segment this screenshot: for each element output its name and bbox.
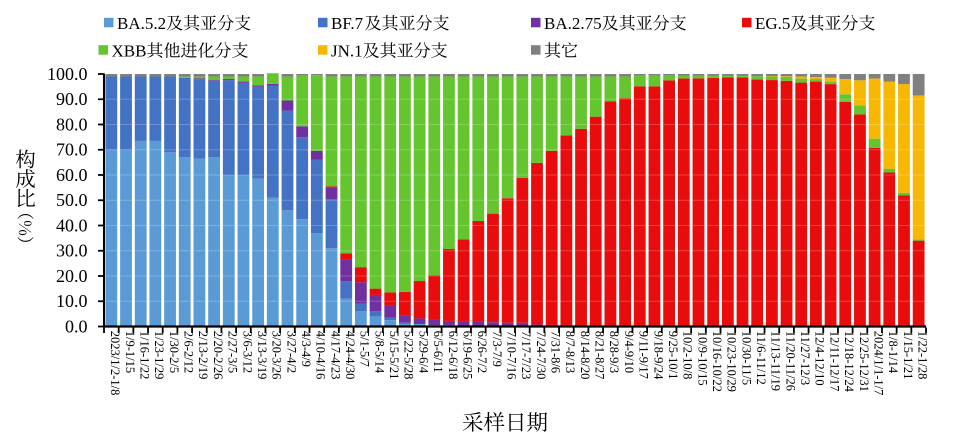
svg-text:4/10-4/16: 4/10-4/16 (314, 331, 328, 380)
svg-text:11/13-11/19: 11/13-11/19 (769, 331, 783, 391)
svg-text:1/23-1/29: 1/23-1/29 (152, 331, 166, 380)
svg-text:8/14-8/20: 8/14-8/20 (578, 331, 592, 380)
svg-text:8/28-9/3: 8/28-9/3 (607, 331, 621, 373)
svg-text:11/20-11/26: 11/20-11/26 (783, 331, 797, 391)
svg-text:4/17-4/23: 4/17-4/23 (328, 331, 342, 380)
svg-text:1/30-2/5: 1/30-2/5 (167, 331, 181, 373)
svg-text:7/17-7/23: 7/17-7/23 (519, 331, 533, 380)
svg-text:0.0: 0.0 (65, 316, 88, 336)
svg-text:2/13-2/19: 2/13-2/19 (196, 331, 210, 380)
svg-text:3/13-3/19: 3/13-3/19 (255, 331, 269, 380)
svg-text:7/3-7/9: 7/3-7/9 (490, 331, 504, 367)
svg-text:JN.1: JN.1 (331, 42, 363, 61)
svg-text:5/8-5/14: 5/8-5/14 (372, 331, 386, 374)
svg-text:9/25-10/1: 9/25-10/1 (666, 331, 680, 380)
svg-text:10.0: 10.0 (56, 291, 88, 311)
svg-text:2/6-2/12: 2/6-2/12 (182, 331, 196, 373)
svg-text:40.0: 40.0 (56, 215, 88, 235)
svg-text:11/27-12/3: 11/27-12/3 (798, 331, 812, 385)
svg-text:6/12-6/18: 6/12-6/18 (446, 331, 460, 380)
svg-text:12/25-12/31: 12/25-12/31 (857, 331, 871, 392)
svg-text:5/29-6/4: 5/29-6/4 (416, 331, 430, 374)
svg-text:1/15-1/21: 1/15-1/21 (901, 331, 915, 380)
svg-text:10/16-10/22: 10/16-10/22 (710, 331, 724, 392)
svg-text:EG.5: EG.5 (755, 14, 790, 33)
svg-text:90.0: 90.0 (56, 89, 88, 109)
svg-text:8/7-8/13: 8/7-8/13 (563, 331, 577, 373)
svg-text:1/8-1/14: 1/8-1/14 (886, 331, 900, 374)
svg-text:10/23-10/29: 10/23-10/29 (725, 331, 739, 392)
svg-text:6/5-6/11: 6/5-6/11 (431, 331, 445, 373)
svg-text:12/4-12/10: 12/4-12/10 (813, 331, 827, 386)
svg-text:9/4-9/10: 9/4-9/10 (622, 331, 636, 373)
svg-text:2/27-3/5: 2/27-3/5 (226, 331, 240, 373)
svg-text:80.0: 80.0 (56, 114, 88, 134)
svg-text:12/18-12/24: 12/18-12/24 (842, 331, 856, 393)
svg-text:10/2-10/8: 10/2-10/8 (681, 331, 695, 380)
svg-text:6/19-6/25: 6/19-6/25 (460, 331, 474, 380)
svg-text:5/1-5/7: 5/1-5/7 (358, 331, 372, 367)
svg-text:2024/1/1-1/7: 2024/1/1-1/7 (871, 331, 885, 396)
svg-text:100.0: 100.0 (47, 64, 88, 84)
svg-text:BF.7: BF.7 (331, 14, 364, 33)
svg-text:12/11-12/17: 12/11-12/17 (827, 331, 841, 392)
svg-text:BA.5.2: BA.5.2 (117, 14, 166, 33)
svg-text:XBB: XBB (112, 42, 147, 61)
svg-text:2/20-2/26: 2/20-2/26 (211, 331, 225, 380)
svg-text:50.0: 50.0 (56, 190, 88, 210)
svg-text:8/21-8/27: 8/21-8/27 (593, 331, 607, 380)
svg-text:5/22-5/28: 5/22-5/28 (402, 331, 416, 380)
svg-text:10/9-10/15: 10/9-10/15 (695, 331, 709, 386)
svg-text:3/6-3/12: 3/6-3/12 (240, 331, 254, 373)
svg-text:10/30-11/5: 10/30-11/5 (739, 331, 753, 385)
svg-text:1/16-1/22: 1/16-1/22 (138, 331, 152, 380)
svg-text:1/22-1/28: 1/22-1/28 (915, 331, 929, 380)
svg-text:7/24-7/30: 7/24-7/30 (534, 331, 548, 380)
svg-text:BA.2.75: BA.2.75 (544, 14, 602, 33)
svg-text:3/20-3/26: 3/20-3/26 (270, 331, 284, 380)
svg-text:6/26-7/2: 6/26-7/2 (475, 331, 489, 373)
svg-text:1/9-1/15: 1/9-1/15 (123, 331, 137, 373)
svg-text:70.0: 70.0 (56, 140, 88, 160)
svg-text:9/18-9/24: 9/18-9/24 (651, 331, 665, 380)
svg-text:3/27-4/2: 3/27-4/2 (284, 331, 298, 373)
svg-text:4/24-4/30: 4/24-4/30 (343, 331, 357, 380)
svg-text:60.0: 60.0 (56, 165, 88, 185)
svg-text:7/10-7/16: 7/10-7/16 (504, 331, 518, 380)
svg-text:9/11-9/17: 9/11-9/17 (637, 331, 651, 379)
svg-text:2023/1/2-1/8: 2023/1/2-1/8 (108, 331, 122, 396)
svg-text:5/15-5/21: 5/15-5/21 (387, 331, 401, 380)
svg-text:30.0: 30.0 (56, 241, 88, 261)
svg-text:20.0: 20.0 (56, 266, 88, 286)
svg-text:4/3-4/9: 4/3-4/9 (299, 331, 313, 367)
svg-text:11/6-11/12: 11/6-11/12 (754, 331, 768, 385)
svg-text:7/31-8/6: 7/31-8/6 (549, 331, 563, 373)
